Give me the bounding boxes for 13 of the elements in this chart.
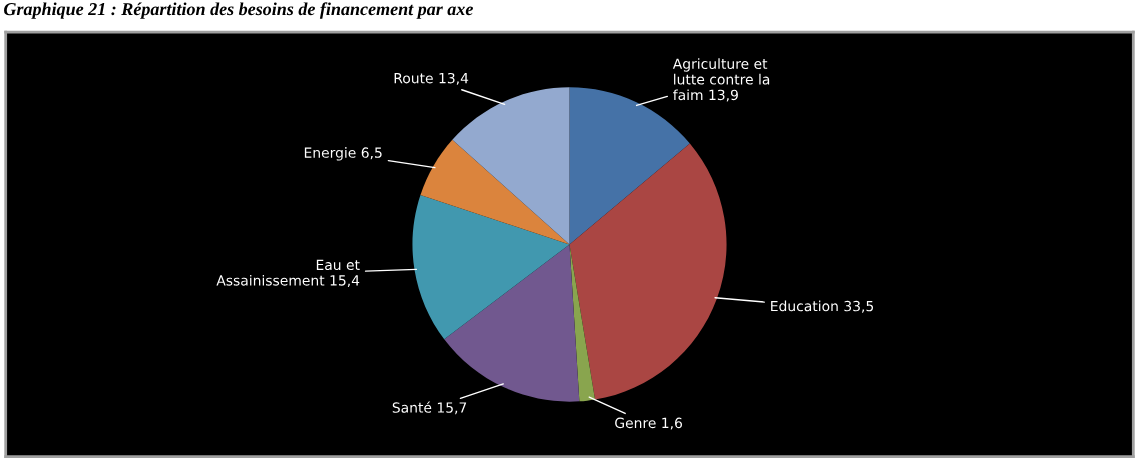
chart-title: Graphique 21 : Répartition des besoins de financement par axe [4,2,473,19]
pie-slice [420,139,570,245]
slice-label: Eau et Assainissement 15,4 [216,259,360,288]
slice-label: Energie 6,5 [304,147,382,161]
pie-slice [412,194,570,340]
slice-label: Route 13,4 [394,72,469,85]
pie-slice [569,143,727,400]
slice-label: Education 33,5 [771,300,874,313]
slice-label: Genre 1,6 [615,417,683,430]
pie-slice [452,87,570,245]
pie-slice [444,244,580,402]
slice-label: Santé 15,7 [392,401,467,415]
slice-label: Agriculture et lutte contre la faim 13,9 [672,58,770,102]
